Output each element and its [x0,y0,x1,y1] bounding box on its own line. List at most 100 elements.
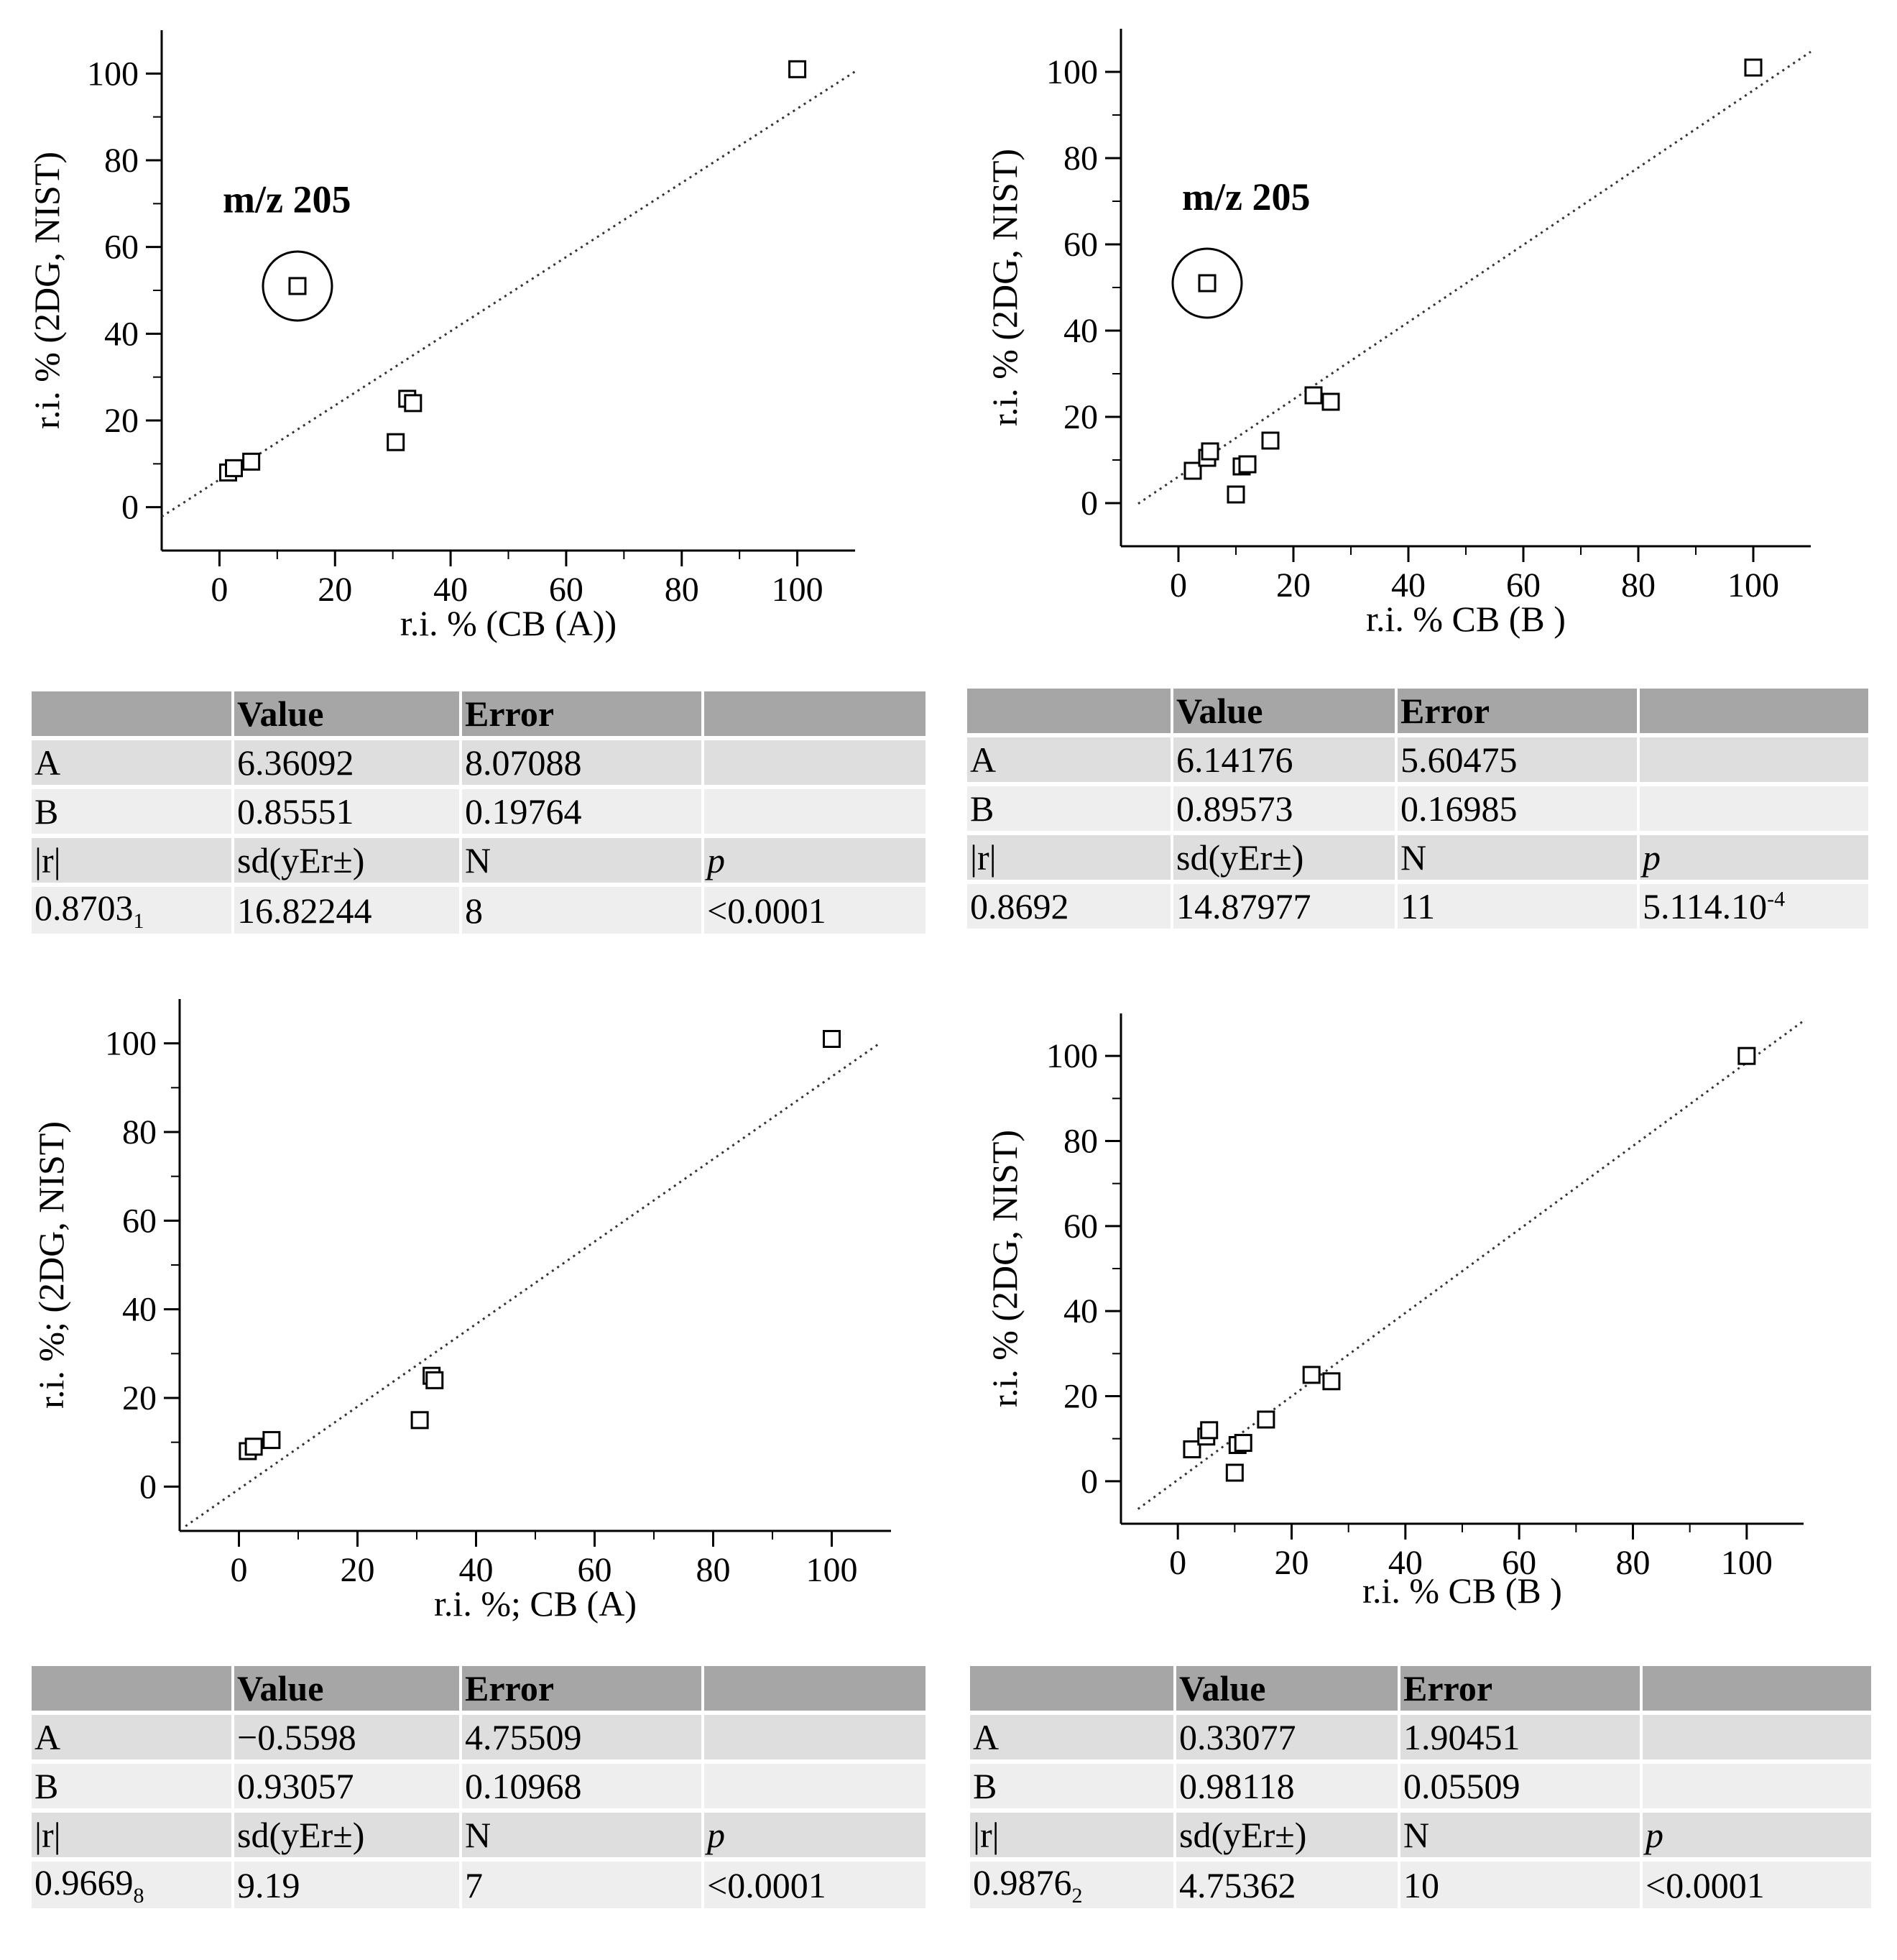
data-point [262,1431,281,1450]
data-point [242,452,261,471]
table-header-blank [32,691,234,736]
x-tick-label: 60 [549,571,583,609]
y-tick-label: 40 [122,1291,157,1329]
r-subscript: 1 [133,909,144,933]
r-value-cell: 0.96698 [32,1862,234,1908]
table-cell: 6.36092 [234,740,462,785]
x-tick-label: 100 [1721,1544,1773,1582]
table-header-error: Error [462,691,704,736]
y-tick-label: 100 [1046,53,1098,91]
table-cell: 0.16985 [1398,786,1640,831]
x-tick-label: 0 [231,1551,248,1589]
r-value: 0.9876 [973,1862,1072,1903]
mz-annotation: m/z 205 [1182,175,1310,218]
data-point [1183,461,1202,480]
y-tick-label: 60 [104,229,139,267]
table-cell: |r| [967,835,1173,880]
y-tick-label: 0 [1081,484,1098,523]
r-value: 0.8703 [34,888,134,928]
data-point [387,433,405,451]
y-axis-label: r.i. % (2DG, NIST) [984,149,1025,426]
y-tick-label: 100 [87,55,139,93]
data-point [1234,1434,1252,1453]
x-axis-label: r.i. % CB (B ) [1362,1570,1562,1611]
y-tick-label: 0 [1081,1463,1098,1501]
table-cell [1643,1715,1874,1759]
data-point [410,1411,429,1430]
x-tick-label: 20 [341,1551,375,1589]
x-tick-label: 100 [1727,566,1779,604]
table-cell [1640,786,1871,831]
table-header-error: Error [1400,1666,1643,1711]
scatter-plot-3: 0 20 40 60 80 100 0 20 40 60 80 100 r.i. %; CB (A) r.… [31,999,891,1624]
table-cell: 4.75509 [462,1715,704,1759]
data-point [1257,1410,1275,1429]
table-cell: 8 [462,887,704,934]
x-axis-label: r.i. %; CB (A) [434,1583,637,1624]
table-header-extra [704,1666,928,1711]
table-cell: <0.0001 [704,887,928,934]
x-tick-label: 100 [772,571,823,609]
data-point [244,1437,263,1456]
table-cell: B [967,786,1173,831]
p-value-cell: 5.114.10-4 [1640,884,1871,929]
table-cell: p [704,1813,928,1857]
y-axis-label: r.i. % (2DG, NIST) [27,152,67,429]
x-axis-label: r.i. % CB (B ) [1366,599,1566,639]
table-cell: 7 [462,1862,704,1908]
p-exponent: -4 [1767,887,1786,911]
table-cell: 16.82244 [234,887,462,934]
data-point [1227,485,1245,504]
table-cell: <0.0001 [1643,1862,1874,1908]
table-cell: 5.60475 [1398,737,1640,782]
y-tick-label: 0 [121,489,139,527]
x-tick-label: 80 [696,1551,731,1589]
table-cell: p [1640,835,1871,880]
table-cell: |r| [32,838,234,883]
table-cell: 1.90451 [1400,1715,1643,1759]
table-cell: sd(yEr±) [1173,835,1398,880]
table-cell: 0.8692 [967,884,1173,929]
table-cell: N [462,1813,704,1857]
x-tick-label: 40 [433,571,468,609]
x-tick-label: 60 [1502,1544,1536,1582]
y-tick-label: 20 [122,1379,157,1417]
data-point [1238,455,1257,474]
r-value-cell: 0.87031 [32,887,234,934]
x-tick-label: 80 [1621,566,1656,604]
x-tick-label: 0 [1170,566,1187,604]
y-tick-label: 20 [104,402,139,440]
table-cell: <0.0001 [704,1862,928,1908]
y-tick-label: 60 [1063,226,1098,264]
table-cell: 8.07088 [462,740,704,785]
y-tick-label: 60 [1063,1207,1098,1246]
table-header-value: Value [1176,1666,1400,1711]
data-point [1261,431,1280,450]
table-cell: 0.19764 [462,789,704,834]
r-value: 0.9669 [34,1862,134,1903]
table-cell: A [32,1715,234,1759]
fit-line [1137,50,1811,505]
table-cell: B [970,1764,1176,1808]
fit-table-1: Value Error A 6.36092 8.07088 B 0.85551 … [32,687,928,938]
data-point [1225,1463,1244,1482]
r-value-cell: 0.98762 [970,1862,1176,1908]
y-tick-label: 80 [122,1113,157,1151]
data-point [1744,58,1763,77]
x-tick-label: 0 [211,571,228,609]
fit-table-2: Value Error A 6.14176 5.60475 B 0.89573 … [967,684,1871,933]
table-cell: 11 [1398,884,1640,929]
table-cell: 0.89573 [1173,786,1398,831]
table-header-value: Value [234,1666,462,1711]
table-cell: 10 [1400,1862,1643,1908]
table-cell: 0.10968 [462,1764,704,1808]
x-tick-label: 80 [665,571,699,609]
table-cell: −0.5598 [234,1715,462,1759]
table-cell: p [1643,1813,1874,1857]
table-header-extra [1643,1666,1874,1711]
table-header-blank [970,1666,1176,1711]
x-tick-label: 40 [459,1551,494,1589]
data-point [288,277,307,295]
data-point [1302,1366,1321,1384]
table-header-error: Error [462,1666,704,1711]
